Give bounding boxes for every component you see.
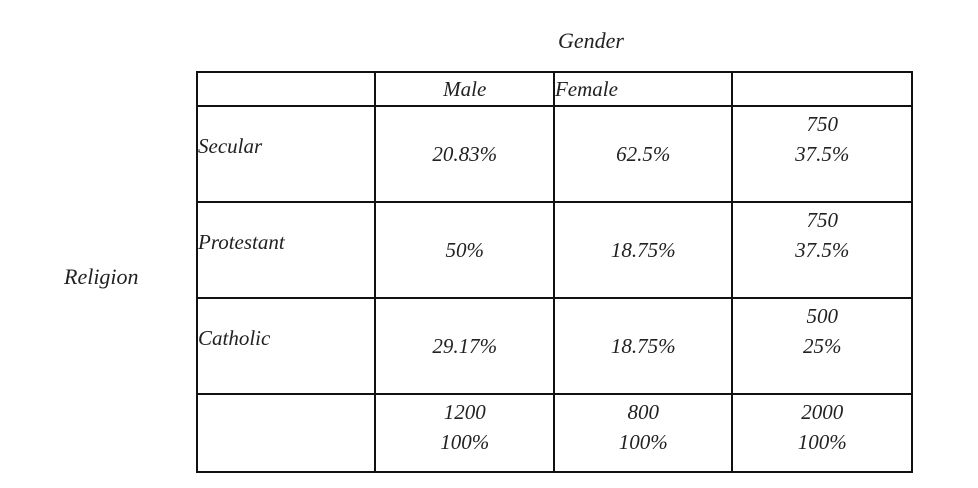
- header-female: Female: [552, 71, 734, 107]
- cell-protestant-total: 750 37.5%: [731, 201, 913, 299]
- cell-catholic-female: 18.75%: [552, 297, 734, 395]
- cell-protestant-male: 50%: [374, 201, 555, 299]
- row-label-protestant: Protestant: [195, 201, 377, 299]
- corner-cell: [195, 71, 377, 107]
- row-label-secular: Secular: [195, 105, 377, 203]
- column-variable-label: Gender: [558, 28, 624, 53]
- header-total: [731, 71, 913, 107]
- cell-catholic-male: 29.17%: [374, 297, 555, 395]
- row-total-percent: 25%: [802, 334, 842, 358]
- header-row: Male Female: [195, 71, 913, 107]
- table-row: Protestant 50% 18.75% 750 37.5%: [195, 201, 913, 299]
- table-row: Catholic 29.17% 18.75% 500 25%: [195, 297, 913, 395]
- row-total-count: 750: [806, 208, 838, 232]
- row-label-catholic: Catholic: [195, 297, 377, 395]
- cell-secular-male: 20.83%: [374, 105, 555, 203]
- cell-secular-female: 62.5%: [552, 105, 734, 203]
- grand-total-count: 2000: [801, 400, 844, 424]
- row-total-count: 500: [806, 304, 838, 328]
- header-male: Male: [374, 71, 555, 107]
- totals-label-cell: [195, 393, 377, 473]
- grand-total-percent: 100%: [797, 430, 847, 454]
- row-variable-label: Religion: [64, 264, 139, 289]
- table-row: Secular 20.83% 62.5% 750 37.5%: [195, 105, 913, 203]
- column-total-count: 800: [627, 400, 659, 424]
- totals-row: 1200 100% 800 100% 2000 100%: [195, 393, 913, 473]
- row-total-count: 750: [806, 112, 838, 136]
- crosstab-table: Male Female Secular 20.83% 62.5% 750 37.…: [195, 71, 913, 473]
- row-total-percent: 37.5%: [795, 142, 850, 166]
- column-total-count: 1200: [443, 400, 486, 424]
- column-total-percent: 100%: [618, 430, 668, 454]
- cell-grand-total: 2000 100%: [731, 393, 913, 473]
- column-total-percent: 100%: [440, 430, 490, 454]
- cell-total-male: 1200 100%: [374, 393, 555, 473]
- cell-protestant-female: 18.75%: [552, 201, 734, 299]
- row-total-percent: 37.5%: [795, 238, 850, 262]
- cell-total-female: 800 100%: [552, 393, 734, 473]
- cell-catholic-total: 500 25%: [731, 297, 913, 395]
- cell-secular-total: 750 37.5%: [731, 105, 913, 203]
